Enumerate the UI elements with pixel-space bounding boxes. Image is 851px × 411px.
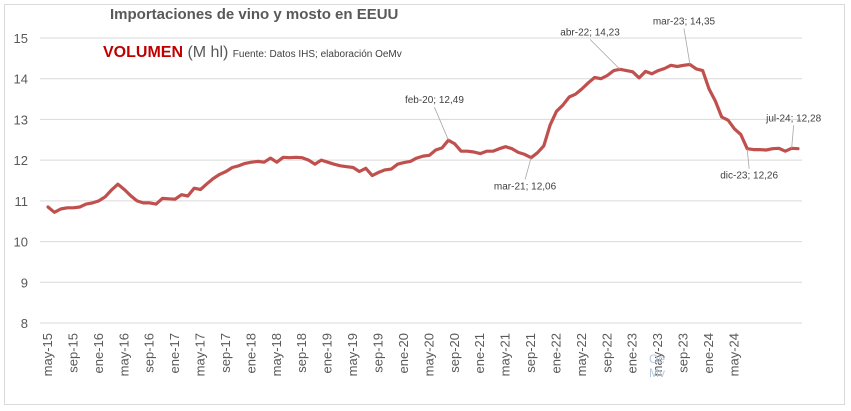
x-tick-label: ene-18 (243, 333, 258, 373)
x-tick-label: sep-23 (676, 333, 691, 373)
x-tick-label: may-20 (421, 333, 436, 376)
annotation-leader (524, 157, 532, 180)
x-tick-label: ene-20 (396, 333, 411, 373)
watermark-text: Mv (649, 366, 665, 380)
x-tick-label: sep-15 (65, 333, 80, 373)
chart-subtitle: VOLUMEN (M hl) Fuente: Datos IHS; elabor… (103, 44, 402, 62)
annotation-leader (746, 148, 750, 169)
series-line (46, 62, 800, 214)
y-tick-label: 15 (14, 31, 28, 46)
x-tick-label: ene-24 (701, 333, 716, 373)
x-tick-label: ene-22 (548, 333, 563, 373)
x-tick-label: may-18 (269, 333, 284, 376)
chart-title: Importaciones de vino y mosto en EEUU (110, 6, 399, 23)
x-tick-label: may-19 (345, 333, 360, 376)
watermark-text: Oe (649, 352, 665, 366)
x-tick-label: sep-22 (599, 333, 614, 373)
y-tick-label: 12 (14, 153, 28, 168)
x-tick-label: may-15 (40, 333, 55, 376)
annotation-leader (589, 39, 621, 70)
y-tick-label: 11 (15, 194, 29, 209)
subtitle-volumen: VOLUMEN (103, 44, 183, 61)
x-tick-label: ene-23 (625, 333, 640, 373)
x-tick-label: may-16 (116, 333, 131, 376)
annotation-label: abr-22; 14,23 (560, 27, 620, 38)
annotation-leader (791, 125, 795, 149)
annotation-leader (683, 28, 691, 65)
x-tick-label: ene-17 (167, 333, 182, 373)
x-tick-label: ene-19 (320, 333, 335, 373)
x-tick-label: ene-21 (472, 333, 487, 373)
x-tick-label: sep-19 (371, 333, 386, 373)
x-tick-label: may-22 (574, 333, 589, 376)
x-tick-label: may-24 (726, 333, 741, 376)
annotation-label: mar-23; 14,35 (653, 16, 716, 27)
x-tick-label: sep-18 (294, 333, 309, 373)
y-tick-label: 9 (21, 275, 28, 290)
annotation-label: feb-20; 12,49 (405, 95, 464, 106)
x-tick-label: sep-21 (523, 333, 538, 373)
x-tick-label: sep-17 (218, 333, 233, 373)
annotation-label: mar-21; 12,06 (494, 182, 557, 193)
y-tick-label: 13 (14, 112, 28, 127)
x-tick-label: may-21 (498, 333, 513, 376)
chart-source: Fuente: Datos IHS; elaboración OeMv (232, 49, 402, 60)
y-tick-label: 10 (14, 235, 28, 250)
subtitle-unit: (M hl) (187, 44, 229, 61)
x-tick-label: sep-16 (142, 333, 157, 373)
annotation-leader (434, 107, 449, 141)
x-tick-label: may-17 (193, 333, 208, 376)
x-tick-label: ene-16 (91, 333, 106, 373)
x-tick-label: sep-20 (447, 333, 462, 373)
y-tick-label: 14 (14, 72, 28, 87)
annotation-label: dic-23; 12,26 (720, 171, 778, 182)
x-tick-label: may-23 (650, 333, 665, 376)
annotation-label: jul-24; 12,28 (765, 113, 821, 124)
y-tick-label: 8 (21, 316, 28, 331)
